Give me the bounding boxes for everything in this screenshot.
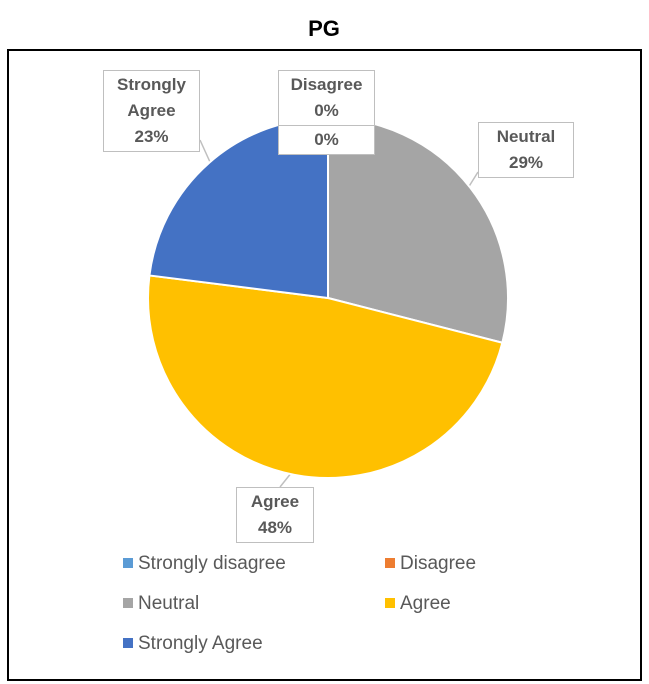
pie-slice bbox=[147, 274, 504, 479]
data-label-category: Strongly Agree bbox=[117, 75, 186, 120]
chart-title: PG bbox=[308, 16, 340, 41]
data-label: Neutral 29% bbox=[478, 122, 574, 178]
data-label-value: 48% bbox=[257, 518, 293, 537]
leader-line bbox=[199, 139, 211, 163]
data-label-category: Disagree bbox=[290, 75, 363, 94]
data-label-value: 23% bbox=[134, 127, 169, 146]
data-label: Agree 48% bbox=[236, 487, 314, 543]
legend-marker bbox=[385, 558, 395, 568]
legend-label: Strongly disagree bbox=[138, 553, 286, 574]
data-label: Disagree 0% bbox=[278, 70, 375, 126]
legend-label: Neutral bbox=[138, 593, 199, 614]
data-label: 0% bbox=[278, 125, 375, 155]
legend-label: Agree bbox=[400, 593, 451, 614]
data-label-category: Agree bbox=[250, 492, 300, 511]
legend-label: Disagree bbox=[400, 553, 476, 574]
legend-marker bbox=[123, 598, 133, 608]
data-label-value: 0% bbox=[314, 101, 339, 120]
legend-marker bbox=[385, 598, 395, 608]
legend-label: Strongly Agree bbox=[138, 633, 263, 654]
data-label-value: 29% bbox=[508, 153, 544, 172]
leader-line bbox=[467, 171, 479, 189]
legend-marker bbox=[123, 638, 133, 648]
data-label: Strongly Agree 23% bbox=[103, 70, 200, 152]
data-label-value: 0% bbox=[314, 130, 339, 149]
legend-marker bbox=[123, 558, 133, 568]
data-label-category: Neutral bbox=[496, 127, 556, 146]
